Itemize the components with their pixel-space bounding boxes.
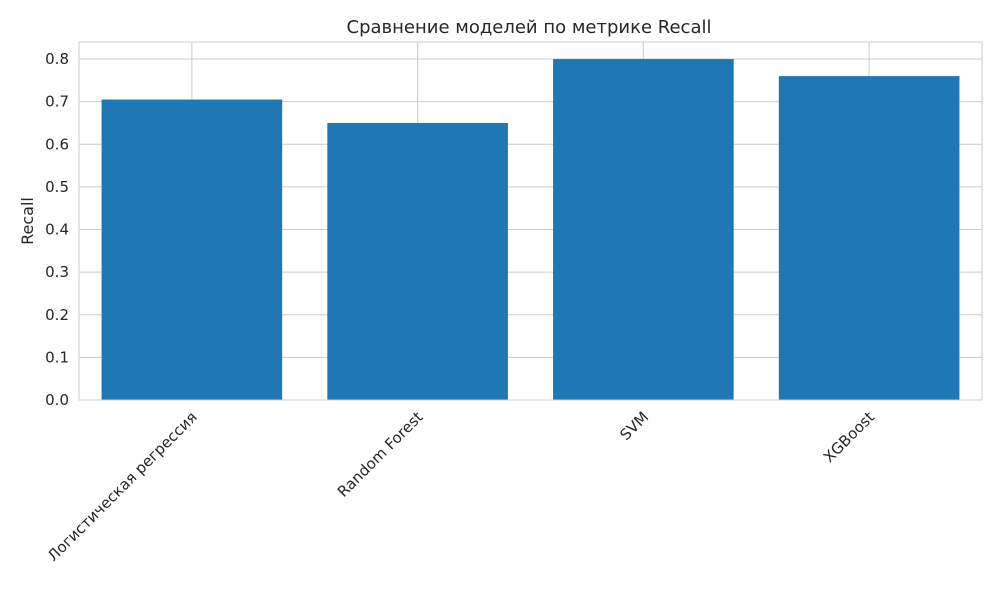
bar [327,122,508,400]
y-axis-ticks: 0.0 0.1 0.2 0.3 0.4 0.5 0.6 0.7 0.8 [45,50,69,409]
y-tick-label: 0.4 [45,221,69,239]
y-tick-label: 0.0 [45,391,69,409]
x-axis-ticks: Логистическая регрессия Random Forest SVM X… [44,408,878,565]
bar [778,76,960,400]
bar [101,99,283,401]
y-tick-label: 0.6 [45,135,69,153]
chart-title: Сравнение моделей по метрике Recall [347,17,712,38]
bar [553,59,734,401]
y-tick-label: 0.1 [45,348,69,366]
y-tick-label: 0.5 [45,178,69,196]
y-tick-label: 0.3 [45,263,69,281]
x-tick-label: XGBoost [820,408,878,466]
y-tick-label: 0.2 [45,306,69,324]
y-tick-label: 0.8 [45,50,69,68]
x-tick-label: Логистическая регрессия [44,408,201,565]
x-tick-label: Random Forest [334,408,427,501]
y-axis-label: Recall [18,197,37,245]
y-tick-label: 0.7 [45,93,69,111]
plot-frame [78,41,983,401]
x-tick-label: SVM [616,408,652,444]
bars [101,59,960,401]
